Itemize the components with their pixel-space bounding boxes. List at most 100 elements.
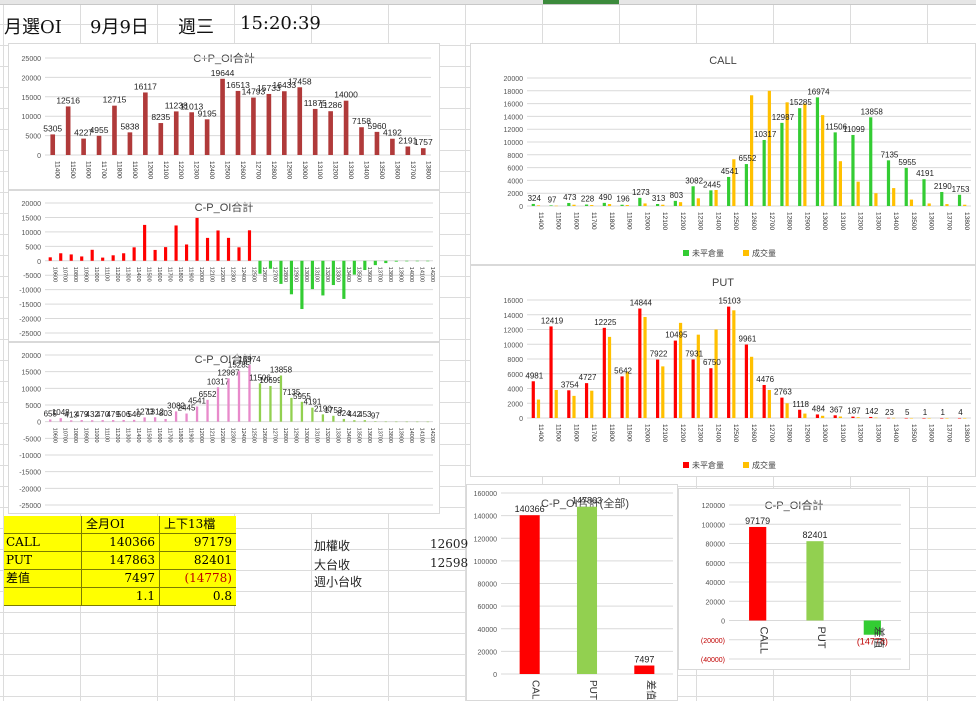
bar[interactable]: [554, 205, 558, 207]
summary-header-range[interactable]: 上下13檔: [159, 516, 236, 533]
summary-header-blank[interactable]: [4, 516, 81, 533]
bar[interactable]: [821, 115, 825, 206]
sheet-title[interactable]: 月選OI: [4, 17, 62, 38]
bar[interactable]: [289, 260, 294, 295]
bar[interactable]: [184, 244, 189, 261]
bar[interactable]: [290, 397, 293, 422]
bar[interactable]: [922, 417, 926, 419]
bar[interactable]: [122, 253, 126, 261]
bar[interactable]: [821, 415, 825, 418]
bar[interactable]: [806, 541, 824, 621]
bar[interactable]: [80, 256, 84, 261]
bar[interactable]: [922, 179, 926, 206]
chart-call[interactable]: CALL 0 2000 4000 6000 8000 10000 12000 14000 1600…: [470, 43, 976, 265]
bar[interactable]: [235, 90, 241, 155]
bar[interactable]: [732, 159, 736, 206]
bar[interactable]: [81, 138, 86, 155]
bar[interactable]: [297, 87, 303, 155]
bar[interactable]: [206, 399, 209, 422]
bar[interactable]: [352, 260, 356, 275]
bar[interactable]: [803, 103, 807, 206]
bar[interactable]: [838, 161, 842, 206]
chart-cp-mixed[interactable]: C-P_OI合計 -25000 -20000 -15000 -10000 -5000 0 50…: [8, 342, 440, 514]
bar[interactable]: [892, 188, 896, 206]
bar[interactable]: [416, 421, 419, 423]
bar[interactable]: [620, 204, 624, 206]
bar[interactable]: [312, 108, 318, 155]
bar[interactable]: [549, 205, 553, 206]
bar[interactable]: [696, 198, 700, 206]
bar[interactable]: [536, 399, 541, 418]
bar[interactable]: [343, 100, 349, 155]
bar[interactable]: [300, 401, 304, 422]
bar[interactable]: [869, 416, 873, 418]
bar[interactable]: [531, 203, 535, 206]
bar[interactable]: [750, 356, 754, 418]
bar[interactable]: [91, 420, 94, 422]
bar[interactable]: [638, 308, 642, 418]
bar[interactable]: [248, 365, 251, 422]
bar[interactable]: [59, 253, 63, 261]
bar[interactable]: [359, 127, 364, 155]
time-cell[interactable]: 15:20:39: [240, 13, 321, 34]
bar[interactable]: [638, 197, 642, 206]
summary-label[interactable]: PUT: [4, 552, 81, 569]
bar[interactable]: [709, 368, 713, 418]
bar[interactable]: [373, 260, 377, 266]
bar[interactable]: [48, 257, 52, 261]
bar[interactable]: [101, 257, 105, 261]
chart-cp-13[interactable]: C-P_OI合計 (40000) (20000) 0 20000 40000 60000 80…: [678, 488, 910, 670]
bar[interactable]: [909, 417, 914, 419]
bar[interactable]: [762, 139, 766, 206]
bar[interactable]: [963, 204, 967, 206]
bar[interactable]: [390, 138, 395, 155]
summary-full-value[interactable]: 1.1: [81, 588, 159, 605]
bar[interactable]: [65, 106, 71, 155]
bar[interactable]: [96, 135, 102, 155]
bar[interactable]: [656, 203, 660, 206]
bar[interactable]: [643, 203, 647, 206]
summary-full-value[interactable]: 147863: [81, 552, 159, 569]
bar[interactable]: [940, 191, 944, 206]
bar[interactable]: [691, 359, 695, 418]
bar[interactable]: [714, 329, 718, 419]
bar[interactable]: [112, 105, 117, 155]
bar[interactable]: [174, 225, 178, 261]
bar[interactable]: [300, 260, 304, 310]
bar[interactable]: [945, 417, 949, 419]
bar[interactable]: [957, 417, 962, 419]
bar[interactable]: [874, 193, 878, 206]
bar[interactable]: [620, 376, 624, 418]
bar[interactable]: [205, 237, 210, 261]
bar[interactable]: [220, 78, 225, 155]
bar[interactable]: [909, 199, 914, 206]
bar[interactable]: [331, 260, 335, 286]
weighted-close-label[interactable]: 加權收: [314, 539, 351, 553]
bar[interactable]: [251, 97, 256, 155]
bar[interactable]: [415, 260, 419, 262]
bar[interactable]: [625, 205, 629, 206]
bar[interactable]: [384, 260, 388, 264]
bar[interactable]: [803, 413, 807, 418]
bar[interactable]: [328, 111, 333, 155]
bar[interactable]: [321, 260, 325, 296]
bar[interactable]: [405, 421, 408, 423]
bar[interactable]: [266, 93, 272, 155]
summary-range-value[interactable]: 82401: [159, 552, 236, 569]
bar[interactable]: [405, 146, 411, 155]
bar[interactable]: [732, 310, 736, 418]
bar[interactable]: [143, 224, 147, 261]
bar[interactable]: [143, 92, 148, 155]
bar[interactable]: [815, 97, 820, 206]
bar[interactable]: [780, 397, 784, 418]
bar[interactable]: [258, 260, 262, 274]
bar[interactable]: [673, 200, 677, 206]
bar[interactable]: [749, 526, 767, 621]
bar[interactable]: [49, 419, 52, 422]
bar[interactable]: [869, 117, 873, 206]
bar[interactable]: [838, 416, 842, 418]
bar[interactable]: [164, 247, 168, 261]
big-tx-close-label[interactable]: 大台收: [314, 558, 351, 572]
bar[interactable]: [833, 132, 837, 206]
bar[interactable]: [727, 306, 731, 418]
